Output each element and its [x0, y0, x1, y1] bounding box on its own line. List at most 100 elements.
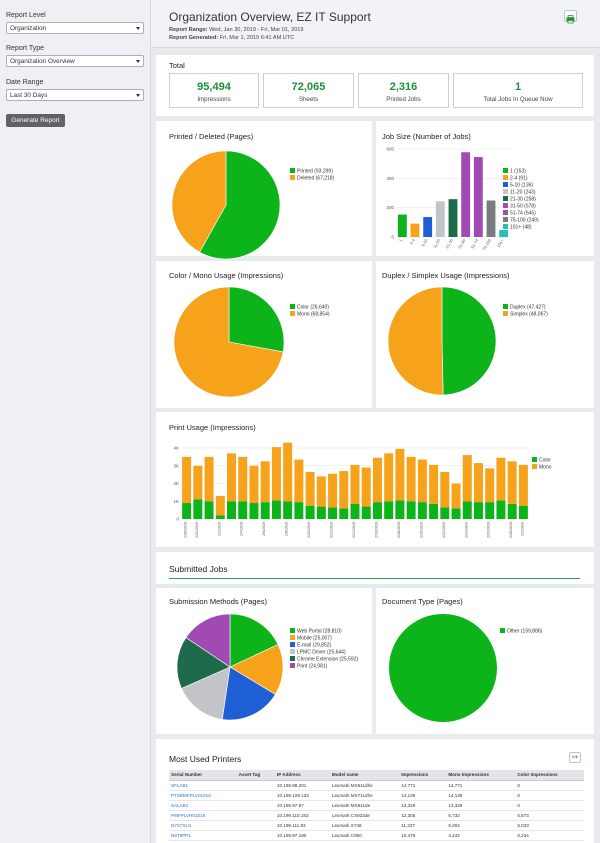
bar-color — [372, 502, 382, 519]
printers-table: Serial Number Asset Tag IP Address Model na… — [169, 770, 584, 841]
duplex-simplex-pie — [387, 286, 497, 396]
bar-mono — [294, 459, 304, 503]
x-tick-label: 2/8/2019 — [285, 522, 289, 536]
bar-color — [361, 506, 371, 519]
printer-serial-link[interactable]: PTSBMFPLV01010 — [169, 790, 237, 801]
generate-report-button[interactable]: Generate Report — [6, 114, 65, 127]
bar-color — [294, 502, 304, 519]
legend-swatch — [503, 217, 508, 222]
legend-item: Other (159,886) — [500, 628, 542, 635]
column-header[interactable]: IP Address — [274, 770, 330, 781]
stat-label: Sheets — [298, 96, 319, 103]
bar — [423, 217, 433, 237]
table-row: PTSBMFPLV01010 10.199.109.133 Lexmark MX71… — [169, 790, 584, 801]
report-level-label: Report Level — [6, 12, 46, 19]
export-icon: ↦ — [572, 754, 578, 761]
column-header[interactable]: Impressions — [399, 770, 447, 781]
x-tick-label: 2/20/2019 — [419, 522, 423, 538]
report-generated-value: Fri, Mar 1, 2019 6:41 AM UTC — [219, 35, 295, 41]
x-tick-label: 3/1/2019 — [520, 522, 524, 536]
bar-mono — [249, 465, 259, 504]
printer-serial-link[interactable]: N7S7SU1 — [169, 820, 237, 831]
report-type-select[interactable]: Organization Overview — [6, 55, 144, 67]
date-range-select[interactable]: Last 30 Days — [6, 89, 144, 101]
bar-mono — [316, 476, 326, 507]
bar-mono — [204, 456, 214, 502]
bar-color — [518, 505, 528, 519]
bar-color — [451, 508, 461, 519]
bar-color — [496, 500, 506, 519]
x-tick-label: 2/16/2019 — [374, 522, 378, 538]
legend-swatch — [503, 304, 508, 309]
legend-item: 21-30 (258) — [503, 196, 539, 203]
legend-swatch — [503, 168, 508, 173]
column-header[interactable]: Mono Impressions — [446, 770, 516, 781]
legend-item: 101+ (48) — [503, 224, 539, 231]
table-cell: 10.199.97.87 — [274, 800, 330, 811]
column-header[interactable]: Model name — [329, 770, 400, 781]
printer-serial-link[interactable]: PMFPLVH01015 — [169, 810, 237, 821]
x-tick-label: 2/2/2019 — [217, 522, 221, 536]
table-cell — [236, 790, 275, 801]
table-cell: 5,033 — [515, 820, 584, 831]
table-cell: 10,476 — [399, 830, 447, 841]
y-tick-label: 0 — [176, 517, 179, 522]
legend-swatch — [503, 182, 508, 187]
legend-label: 51-74 (545) — [510, 210, 536, 217]
column-header[interactable]: Color Impressions — [515, 770, 584, 781]
report-level-select[interactable]: Organization — [6, 22, 144, 34]
stat-value: 1 — [514, 81, 522, 93]
stat-value: 2,316 — [389, 81, 418, 93]
pie-slice — [221, 666, 276, 721]
bar-color — [406, 501, 416, 519]
table-cell: 10.199.97.180 — [274, 830, 330, 841]
bar-color — [440, 507, 450, 519]
bar — [448, 199, 458, 237]
legend-item: Simplex (48,067) — [503, 311, 548, 318]
legend-swatch — [290, 628, 295, 633]
report-type-value: Organization Overview — [10, 58, 75, 65]
y-tick-label: 400 — [386, 176, 394, 181]
export-button[interactable]: ↦ — [569, 752, 581, 763]
bar-mono — [417, 459, 427, 503]
legend-label: Simplex (48,067) — [510, 311, 548, 318]
job-size-bar-chart: 600 400 200 01 2-4 5-10 11-20 21-30 31-50 51-74 75… — [386, 147, 510, 251]
legend-label: 2-4 (91) — [510, 175, 528, 182]
pie-slice — [389, 614, 497, 722]
totals-title: Total — [169, 61, 185, 70]
column-header[interactable]: Asset Tag — [236, 770, 275, 781]
column-header[interactable]: Serial Number — [169, 770, 237, 781]
bar-mono — [507, 461, 517, 504]
bar — [473, 157, 483, 237]
sidebar: Report Level Organization Report Type Or… — [0, 0, 151, 843]
print-button[interactable] — [564, 10, 577, 24]
color-mono-legend: Color (26,640) Mono (68,854) — [290, 304, 330, 318]
bar-color — [271, 500, 281, 519]
date-range-label: Date Range — [6, 79, 44, 86]
stat-printed-jobs: 2,316 Printed Jobs — [358, 73, 449, 108]
bar-color — [462, 501, 472, 519]
legend-item: LPMC Driver (25,644) — [290, 649, 358, 656]
x-tick-label: 2/24/2019 — [464, 522, 468, 538]
printer-serial-link[interactable]: N6T8PP1 — [169, 830, 237, 841]
printer-serial-link[interactable]: SFLAB1 — [169, 780, 237, 791]
legend-label: 75-100 (249) — [510, 217, 539, 224]
table-cell: 5,732 — [446, 810, 516, 821]
table-cell: 10.199.109.133 — [274, 790, 330, 801]
document-type-pie — [389, 614, 497, 722]
x-tick-label: 11-20 — [432, 237, 442, 249]
y-tick-label: 0 — [391, 235, 394, 240]
x-tick-label: 51-74 — [470, 237, 480, 249]
printer-serial-link[interactable]: SALAB1 — [169, 800, 237, 811]
table-cell — [236, 830, 275, 841]
pie-slice — [387, 286, 444, 396]
table-row: PMFPLVH01015 10.199.110.183 Lexmark CX922d… — [169, 810, 584, 821]
bar-mono — [271, 447, 281, 501]
pie-slice — [229, 644, 284, 695]
bar-mono — [238, 456, 248, 502]
pie-slice — [176, 637, 231, 689]
bar-color — [182, 503, 192, 519]
bar-color — [384, 501, 394, 519]
print-usage-legend: Color Mono — [532, 457, 552, 471]
legend-item: Deleted (67,218) — [290, 175, 334, 182]
